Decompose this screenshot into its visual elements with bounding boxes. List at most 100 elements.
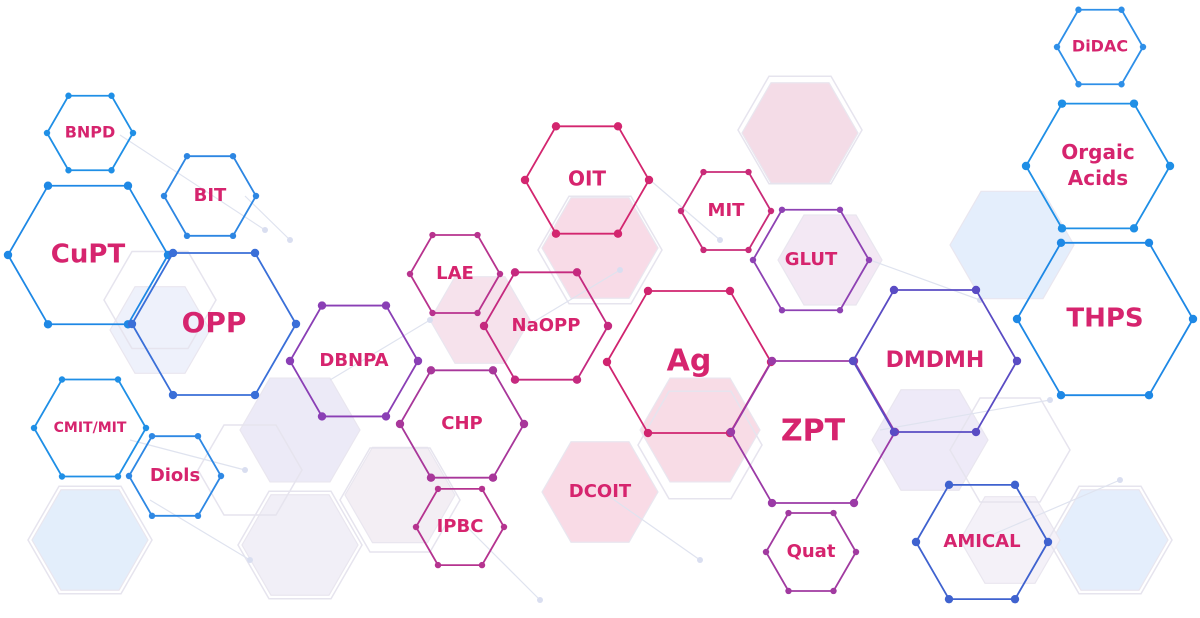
hexagon-vertex-dot <box>551 229 561 238</box>
background-hexagon-outline <box>197 424 303 516</box>
hexagon-vertex-dot <box>1057 99 1067 108</box>
hexagon-vertex-dot <box>1118 6 1125 13</box>
node-label: AMICAL <box>943 531 1020 552</box>
hexagon-vertex-dot <box>944 480 954 490</box>
hexagon-vertex-dot <box>434 561 442 569</box>
node-label: DCOIT <box>569 481 632 502</box>
hexagon-vertex-dot <box>43 129 51 137</box>
hexagon-vertex-dot <box>889 285 899 295</box>
hexagon-vertex-dot <box>1129 99 1139 108</box>
connector-dot <box>262 227 268 233</box>
hexagon-vertex-dot <box>1188 314 1198 324</box>
hexagon-vertex-dot <box>488 366 498 375</box>
hexagon-vertex-dot <box>496 270 504 278</box>
hexagon-vertex-dot <box>745 246 752 254</box>
hexagon-vertex-dot <box>381 412 391 421</box>
hexagon-nodes: DiDAC BNPD BIT CuPT OPP CMIT/MIT Diols DBNPA LAE… <box>3 6 1198 604</box>
node-label: NaOPP <box>512 315 581 336</box>
node-bnpd: BNPD <box>43 92 137 174</box>
hexagon-vertex-dot <box>1144 391 1154 400</box>
connector-dot <box>1047 397 1053 403</box>
hexagon-vertex-dot <box>944 594 954 604</box>
node-label: OIT <box>568 167 606 191</box>
hexagon-vertex-dot <box>58 376 66 383</box>
node-label: DBNPA <box>319 350 388 371</box>
node-chp: CHP <box>395 366 529 482</box>
hexagon-vertex-dot <box>183 152 191 160</box>
hexagon-vertex-dot <box>127 319 137 329</box>
node-didac: DiDAC <box>1053 6 1147 88</box>
background-hexagon-outline <box>103 250 217 350</box>
connector-dot <box>247 557 253 563</box>
node-label: BIT <box>194 185 227 206</box>
hexagon-vertex-dot <box>1043 537 1053 547</box>
node-bit: BIT <box>160 152 260 240</box>
node-label: IPBC <box>437 516 484 537</box>
hexagon-vertex-dot <box>65 167 72 174</box>
hexagon-vertex-dot <box>613 229 623 238</box>
hexagon-vertex-dot <box>426 366 436 375</box>
hexagon-vertex-dot <box>852 548 860 556</box>
hexagon-vertex-dot <box>160 192 168 200</box>
node-label: BNPD <box>65 123 116 142</box>
hexagon-vertex-dot <box>519 419 529 429</box>
hexagon-vertex-dot <box>602 357 612 367</box>
node-opp: OPP <box>127 248 301 400</box>
node-thps: THPS <box>1012 238 1198 400</box>
hexagon-vertex-dot <box>745 168 752 176</box>
hexagon-vertex-dot <box>836 206 844 213</box>
background-hexagon <box>31 489 149 591</box>
hexagon-vertex-dot <box>1165 161 1175 171</box>
hexagon-vertex-dot <box>700 168 707 176</box>
node-label: Diols <box>150 465 200 486</box>
hexagon-vertex-dot <box>474 309 481 317</box>
hexagon-vertex-dot <box>1139 43 1147 51</box>
node-glut: GLUT <box>749 206 873 314</box>
hexagon-vertex-dot <box>785 509 792 517</box>
hexagon-vertex-dot <box>168 248 178 258</box>
hexagon-vertex-dot <box>1075 6 1082 13</box>
hexagon-vertex-dot <box>510 375 520 384</box>
hexagon-vertex-dot <box>848 356 858 366</box>
hexagon-vertex-dot <box>836 307 844 314</box>
hexagon-vertex-dot <box>30 424 38 432</box>
hexagon-vertex-dot <box>1010 480 1020 490</box>
hexagon-vertex-dot <box>1056 238 1066 247</box>
hexagon-vertex-dot <box>426 473 436 482</box>
hexagon-vertex-dot <box>413 356 423 366</box>
hexagon-vertex-dot <box>510 268 520 277</box>
node-dcoit: DCOIT <box>569 481 632 502</box>
node-dbnpa: DBNPA <box>285 301 423 421</box>
hexagon-vertex-dot <box>250 390 260 400</box>
hexagon-vertex-dot <box>434 485 442 493</box>
background-hexagon <box>1051 489 1169 591</box>
hexagon-vertex-dot <box>1010 594 1020 604</box>
connector-dot <box>617 267 623 273</box>
hexagon-vertex-dot <box>125 472 133 480</box>
background-hexagon <box>109 286 211 374</box>
hexagon-vertex-dot <box>291 319 301 329</box>
hexagon-vertex-dot <box>114 376 122 383</box>
hexagon-vertex-dot <box>142 424 150 432</box>
hexagon-vertex-dot <box>168 390 178 400</box>
hexagon-vertex-dot <box>725 286 735 296</box>
hexagon-vertex-dot <box>849 498 859 508</box>
hexagon-vertex-dot <box>1129 224 1139 233</box>
node-naopp: NaOPP <box>479 268 613 384</box>
hexagon-vertex-dot <box>911 537 921 547</box>
hexagon-vertex-dot <box>749 256 757 264</box>
node-quat: Quat <box>762 509 860 595</box>
hexagon-vertex-dot <box>1021 161 1031 171</box>
node-amical: AMICAL <box>911 480 1053 604</box>
hexagon-vertex-dot <box>194 432 202 440</box>
hexagon-vertex-dot <box>3 250 13 260</box>
hexagon-vertex-dot <box>762 548 770 556</box>
hexagon-vertex-dot <box>488 473 498 482</box>
hexagon-vertex-dot <box>1057 224 1067 233</box>
connector-dot <box>697 557 703 563</box>
hexagon-vertex-dot <box>148 512 156 520</box>
background-hexagon-outline <box>637 390 763 500</box>
connector-dot <box>287 237 293 243</box>
hexagon-vertex-dot <box>148 432 156 440</box>
hexagon-vertex-dot <box>1118 81 1125 88</box>
